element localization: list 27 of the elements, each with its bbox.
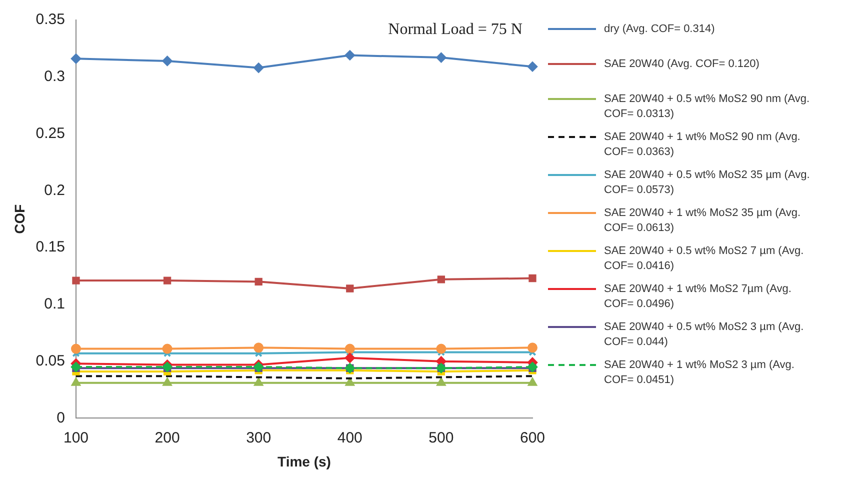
y-axis-title: COF (11, 204, 28, 234)
y-tick-label: 0.1 (44, 296, 65, 313)
y-tick-label: 0.35 (36, 11, 65, 28)
x-tick-label: 100 (63, 429, 89, 446)
y-tick-label: 0.05 (36, 352, 65, 370)
annotation: Normal Load = 75 N (388, 21, 523, 38)
y-tick-label: 0.25 (36, 124, 65, 142)
x-tick-label: 600 (520, 429, 545, 446)
legend-label: SAE 20W40 (Avg. COF= 0.120) (604, 57, 760, 72)
y-tick-label: 0.3 (44, 68, 65, 86)
legend-label: SAE 20W40 + 1 wt% MoS2 90 nm (Avg. COF= 0.0363) (604, 130, 802, 160)
x-tick-label: 400 (337, 429, 362, 446)
x-tick-label: 500 (428, 429, 454, 446)
x-axis-title: Time (s) (278, 453, 331, 470)
legend-label: SAE 20W40 + 1 wt% MoS2 35 µm (Avg. COF= 0.0613) (604, 206, 802, 236)
legend-label: SAE 20W40 + 1 wt% MoS2 3 µm (Avg. COF= 0.0451) (604, 358, 796, 388)
legend-label: SAE 20W40 + 0.5 wt% MoS2 35 µm (Avg. COF= 0.0573) (604, 168, 811, 198)
legend-label: SAE 20W40 + 0.5 wt% MoS2 7 µm (Avg. COF= 0.0416) (604, 244, 805, 274)
y-tick-label: 0 (56, 409, 65, 426)
legend-label: SAE 20W40 + 0.5 wt% MoS2 3 µm (Avg. COF= 0.044) (604, 320, 805, 350)
y-tick-label: 0.2 (44, 182, 65, 199)
legend-label: SAE 20W40 + 0.5 wt% MoS2 90 nm (Avg. COF= 0.0313) (604, 92, 811, 122)
x-tick-label: 300 (246, 429, 272, 446)
legend-label: SAE 20W40 + 1 wt% MoS2 7µm (Avg. COF= 0.0496) (604, 282, 792, 312)
x-tick-label: 200 (154, 429, 180, 446)
y-tick-label: 0.15 (36, 238, 65, 256)
legend-label: dry (Avg. COF= 0.314) (604, 22, 716, 37)
